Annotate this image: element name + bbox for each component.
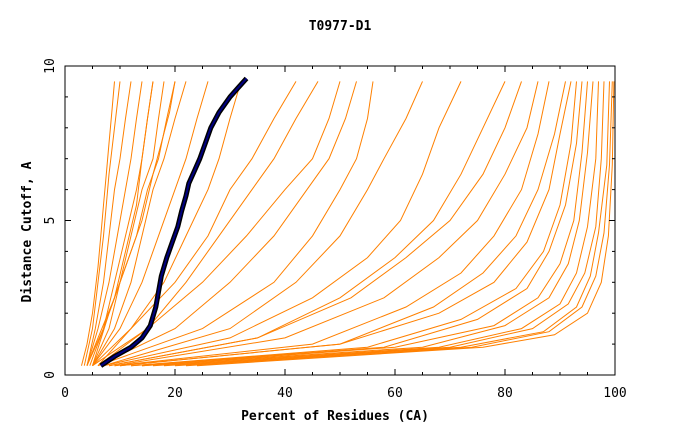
model-curve-23 (114, 81, 550, 367)
model-curve-10 (86, 81, 176, 366)
axes-layer: 0 20 40 60 80 100 0 5 10 (43, 58, 627, 401)
x-axis-label: Percent of Residues (CA) (241, 409, 429, 424)
model-curve-26 (130, 81, 577, 367)
highlight-curve (100, 77, 248, 367)
x-tick-label-0: 0 (61, 386, 69, 401)
x-tick-label-40: 40 (277, 386, 293, 401)
model-curve-31 (163, 81, 605, 367)
model-curve-24 (119, 81, 566, 367)
model-curve-2 (83, 81, 121, 366)
y-tick-label-10: 10 (43, 58, 58, 74)
model-curve-20 (108, 81, 506, 367)
model-curve-15 (92, 81, 341, 367)
model-curve-11 (97, 81, 242, 367)
model-curve-6 (92, 81, 165, 366)
model-curve-7 (86, 81, 154, 366)
model-curve-17 (97, 81, 374, 367)
model-curve-29 (141, 81, 594, 367)
model-curve-30 (152, 81, 599, 367)
model-curve-3 (86, 81, 132, 366)
model-curve-22 (114, 81, 539, 367)
x-tick-label-60: 60 (387, 386, 403, 401)
model-curve-34 (196, 81, 615, 367)
x-tick-label-80: 80 (497, 386, 513, 401)
model-curve-16 (97, 81, 357, 367)
model-curve-33 (185, 81, 613, 367)
y-axis-label: Distance Cutoff, A (20, 161, 35, 302)
model-curve-19 (103, 81, 462, 367)
x-tick-label-100: 100 (603, 386, 626, 401)
x-tick-label-20: 20 (167, 386, 183, 401)
model-curve-27 (130, 81, 583, 367)
model-curve-9 (92, 81, 209, 366)
model-curve-14 (97, 81, 319, 367)
model-curve-25 (119, 81, 572, 367)
model-curve-28 (141, 81, 588, 367)
model-curve-13 (92, 81, 297, 367)
model-curve-8 (92, 81, 187, 366)
chart-title: T0977-D1 (309, 19, 372, 34)
model-curve-12 (92, 81, 176, 366)
model-curve-4 (86, 81, 143, 366)
model-curve-32 (174, 81, 610, 367)
series-layer (81, 81, 615, 367)
y-tick-label-5: 5 (43, 217, 58, 225)
model-curve-18 (103, 81, 423, 367)
model-curve-1 (81, 81, 115, 366)
highlight-layer (99, 76, 249, 368)
y-tick-label-0: 0 (43, 371, 58, 379)
model-curve-21 (108, 81, 522, 367)
